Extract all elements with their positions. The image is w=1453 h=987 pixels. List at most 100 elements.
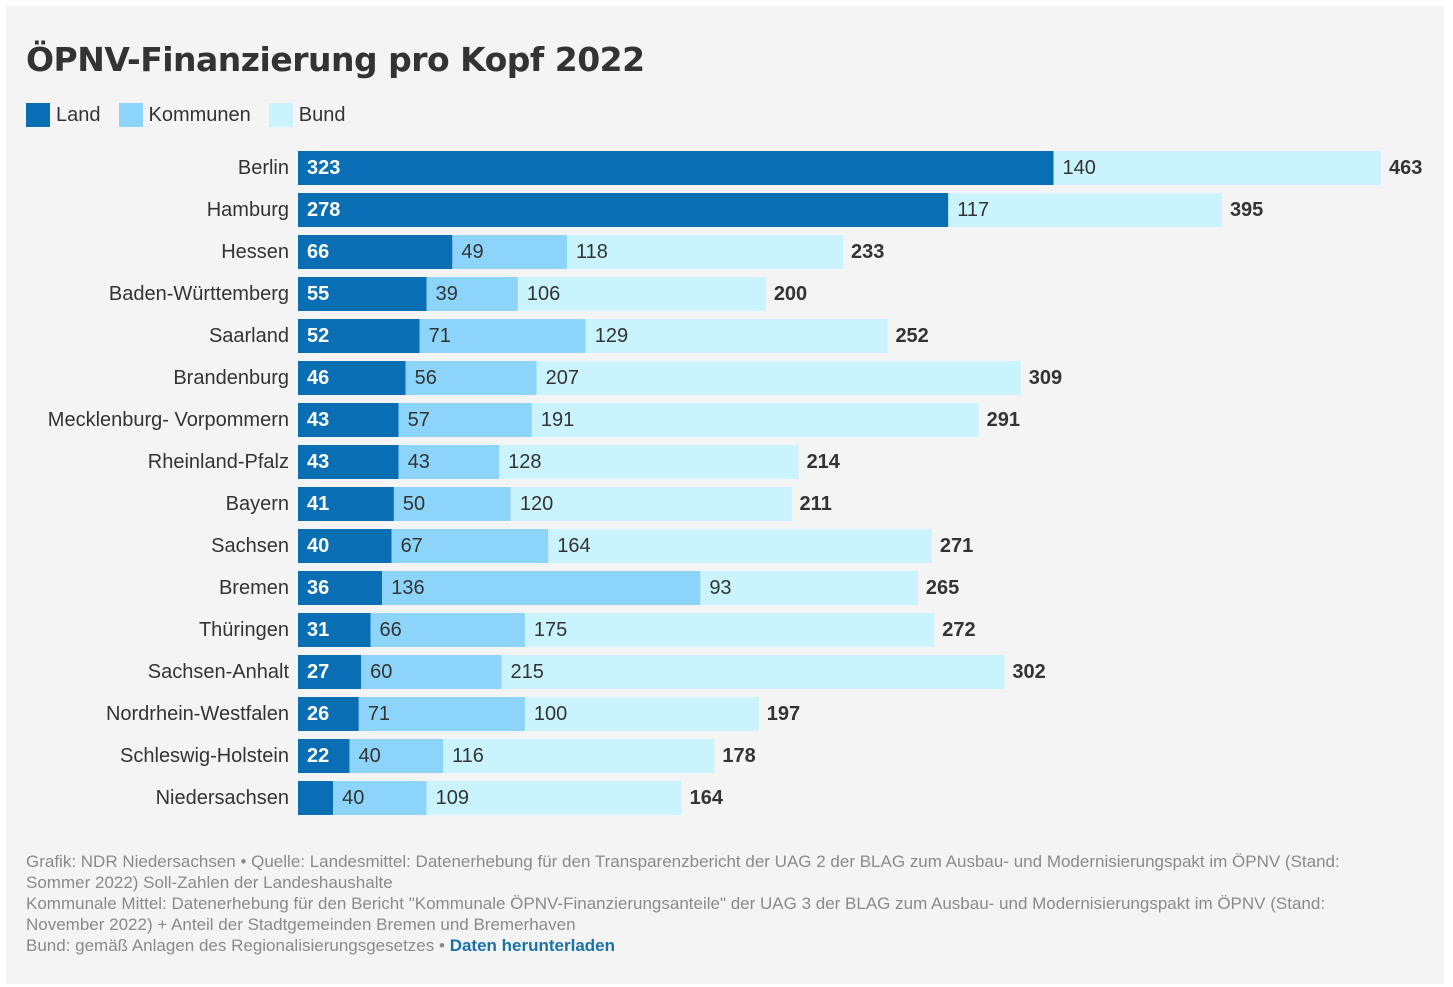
category-label: Baden-Württemberg (109, 283, 289, 305)
total-label: 197 (767, 703, 800, 725)
data-label-kommunen: 60 (370, 661, 392, 683)
data-label-kommunen: 136 (391, 577, 424, 599)
bar-segment-kommunen (333, 781, 427, 815)
total-label: 395 (1230, 199, 1263, 221)
bar-segment-land (298, 445, 399, 479)
bar-segment-bund (531, 403, 979, 437)
data-label-bund: 118 (576, 241, 608, 263)
category-label: Sachsen-Anhalt (148, 661, 290, 683)
footer-kommunen-line: Kommunale Mittel: Datenerhebung für den … (26, 894, 1326, 934)
bar-segment-kommunen (370, 613, 525, 647)
data-label-kommunen: 56 (415, 367, 437, 389)
bar-segment-land (298, 151, 1054, 185)
bar-row-saarland: Saarland 52 71 129 252 (209, 319, 929, 353)
bar-segment-kommunen (452, 235, 567, 269)
category-label: Thüringen (199, 619, 289, 641)
data-label-land: 43 (307, 409, 329, 431)
bar-row-mecklenburg-vorpommern: Mecklenburg- Vorpommern 43 57 191 291 (48, 403, 1020, 437)
total-label: 291 (987, 409, 1020, 431)
bar-row-niedersachsen: Niedersachsen 40 109 164 (156, 781, 724, 815)
bar-segment-kommunen (398, 403, 532, 437)
bar-segment-land (298, 403, 399, 437)
data-label-land: 31 (307, 619, 329, 641)
data-label-bund: 215 (511, 661, 544, 683)
category-label: Nordrhein-Westfalen (106, 703, 289, 725)
data-label-land: 43 (307, 451, 329, 473)
legend-item-land: Land (26, 103, 101, 127)
total-label: 233 (851, 241, 884, 263)
data-label-kommunen: 50 (403, 493, 425, 515)
data-label-kommunen: 57 (408, 409, 430, 431)
data-label-land: 36 (307, 577, 329, 599)
footer-bund-line: Bund: gemäß Anlagen des Regionalisierung… (26, 935, 1406, 956)
legend-label-bund: Bund (298, 103, 346, 126)
data-label-bund: 120 (520, 493, 553, 515)
bar-segment-kommunen (419, 319, 586, 353)
legend: Land Kommunen Bund (26, 103, 364, 127)
download-data-link[interactable]: Daten herunterladen (449, 936, 615, 955)
data-label-bund: 116 (452, 745, 484, 767)
category-label: Bremen (219, 577, 289, 599)
total-label: 200 (774, 283, 807, 305)
data-label-land: 41 (307, 493, 329, 515)
footer-source-line: Grafik: NDR Niedersachsen • Quelle: Land… (26, 852, 1340, 892)
category-label: Berlin (238, 157, 289, 179)
bar-segment-land (298, 529, 392, 563)
bar-segment-land (298, 613, 371, 647)
bar-segment-bund (426, 781, 682, 815)
data-label-land: 46 (307, 367, 329, 389)
bar-segment-land (298, 235, 453, 269)
total-label: 211 (800, 493, 832, 515)
bar-segment-kommunen (382, 571, 701, 605)
bar-segment-kommunen (391, 529, 549, 563)
total-label: 272 (942, 619, 975, 641)
category-label: Bayern (226, 493, 289, 515)
data-label-bund: 164 (557, 535, 590, 557)
total-label: 463 (1389, 157, 1422, 179)
bar-segment-land (298, 277, 427, 311)
category-label: Rheinland-Pfalz (148, 451, 289, 473)
bar-segment-bund (1053, 151, 1381, 185)
data-label-kommunen: 66 (380, 619, 402, 641)
bar-segment-kommunen (393, 487, 511, 521)
bar-segment-land (298, 571, 383, 605)
bar-segment-kommunen (398, 445, 500, 479)
bar-segment-land (298, 697, 359, 731)
bar-chart: Berlin 323 140 463 Hamburg 278 117 395 Hessen 66 4… (48, 151, 1422, 815)
chart-card: ÖPNV-Finanzierung pro Kopf 2022 Land Kom… (6, 6, 1444, 984)
data-label-kommunen: 71 (368, 703, 390, 725)
bar-segment-bund (585, 319, 888, 353)
legend-label-kommunen: Kommunen (148, 103, 251, 126)
data-label-land: 40 (307, 535, 329, 557)
bar-segment-kommunen (358, 697, 525, 731)
data-label-bund: 93 (709, 577, 731, 599)
bar-segment-kommunen (349, 739, 444, 773)
data-label-land: 278 (307, 199, 340, 221)
legend-item-bund: Bund (268, 103, 346, 127)
data-label-kommunen: 40 (358, 745, 380, 767)
category-label: Sachsen (211, 535, 289, 557)
bar-segment-land (298, 781, 334, 815)
bar-segment-land (298, 487, 394, 521)
bar-segment-bund (443, 739, 715, 773)
bar-row-hessen: Hessen 66 49 118 233 (221, 235, 884, 269)
total-label: 302 (1012, 661, 1045, 683)
bar-segment-land (298, 361, 406, 395)
total-label: 252 (895, 325, 928, 347)
data-label-bund: 129 (595, 325, 628, 347)
total-label: 164 (690, 787, 724, 809)
data-label-kommunen: 71 (429, 325, 451, 347)
data-label-kommunen: 49 (461, 241, 483, 263)
bar-segment-kommunen (426, 277, 518, 311)
category-label: Saarland (209, 325, 289, 347)
bar-row-hamburg: Hamburg 278 117 395 (207, 193, 1263, 227)
bar-segment-bund (501, 655, 1005, 689)
bar-segment-bund (499, 445, 799, 479)
data-label-bund: 109 (436, 787, 469, 809)
data-label-bund: 106 (527, 283, 560, 305)
bar-segment-bund (517, 277, 766, 311)
footer-bund-text: Bund: gemäß Anlagen des Regionalisierung… (26, 936, 445, 955)
bar-segment-bund (524, 613, 935, 647)
bar-segment-bund (524, 697, 759, 731)
bar-row-thüringen: Thüringen 31 66 175 272 (199, 613, 976, 647)
